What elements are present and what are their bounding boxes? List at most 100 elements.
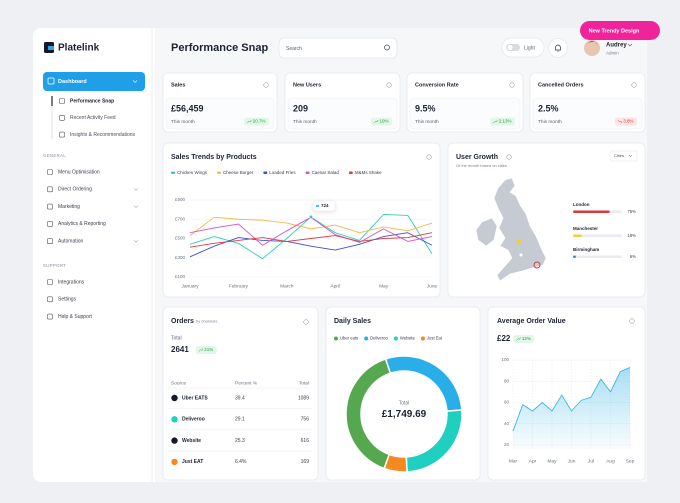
table-header: Percent % [235,380,258,386]
bar [573,234,582,237]
table-cell: Website [182,438,201,444]
source-icon [171,437,178,444]
theme-toggle[interactable] [501,37,545,58]
section-title: GENERAL [43,153,66,158]
legend-swatch [217,171,222,174]
x-tick-label: April [330,283,340,289]
dropdown-label: Cities [614,153,624,158]
user-growth-card [447,142,646,298]
avatar[interactable] [584,40,600,56]
info-icon [506,154,512,160]
menu-icon [47,238,53,244]
legend-swatch [171,171,175,174]
menu-item[interactable]: Automation [58,239,84,245]
logo: Platelink [58,43,100,54]
series-line [189,232,433,248]
chart-title: User Growth [456,154,498,161]
menu-icon [47,296,53,303]
change-arrow [373,119,379,124]
subnav-icon [59,98,65,104]
legend-label: Deliveroo [370,336,388,341]
nav-item[interactable]: Dashboard [58,79,87,85]
search-placeholder[interactable]: Search [286,46,302,52]
source-icon [171,394,178,402]
donut-segment [383,453,408,473]
info-icon [629,318,635,324]
menu-icon [47,221,53,227]
dropdown[interactable] [609,150,638,162]
change-badge-text: 3.8% [623,119,633,124]
legend-dot [364,336,369,341]
city-label: Manchester [573,226,598,231]
subnav-item[interactable]: Insights & Recommendations [70,132,136,138]
nav-active[interactable] [43,72,145,91]
x-tick-label: Sep [626,458,635,464]
table-cell: 169 [301,459,310,465]
search-icon [384,44,390,51]
legend-label: Caesar Salad [312,170,340,175]
menu-item[interactable]: Analytics & Reporting [58,221,106,227]
y-tick-label: £100 [175,274,186,279]
donut-center-label: Total [399,400,410,406]
change-arrow [493,119,498,124]
orders-total: 2641 [171,345,189,354]
promo-badge[interactable] [580,21,660,40]
menu-item[interactable]: Marketing [58,204,80,210]
search-box[interactable] [278,37,398,59]
menu-item[interactable]: Help & Support [58,314,93,320]
legend-dot [334,336,338,341]
change-arrow [247,119,252,124]
x-tick-label: Aug [606,458,615,464]
area-fill [513,367,630,449]
kpi-value: £56,459 [171,103,204,113]
subnav-item[interactable]: Performance Snap [70,98,114,104]
bar [573,210,610,213]
subnav-item[interactable]: Recent Activity Feed [70,115,116,121]
page-title: Performance Snap [171,42,268,54]
menu-item[interactable]: Menu Optimisation [58,169,100,175]
notification-button[interactable] [548,38,568,58]
x-tick-label: May [547,458,557,464]
value-label: 6% [630,254,636,259]
legend-swatch [348,171,353,174]
source-icon [171,416,178,423]
map-city-manchester [516,239,522,245]
toggle-knob [506,44,514,51]
series-line [189,232,433,258]
info-icon [303,319,309,325]
logo-icon-accent [48,46,54,50]
promo-badge-text[interactable]: New Trendy Design [589,28,640,34]
info-icon [631,82,637,88]
y-tick-label: 20 [504,442,510,447]
x-tick-label: Jun [568,458,576,464]
nav-caret [132,80,138,83]
menu-item[interactable]: Settings [58,297,77,303]
y-tick-label: £300 [175,255,186,260]
info-icon [426,154,432,160]
table-header: Source [171,380,187,386]
dropdown-caret [628,154,633,157]
info-icon [263,82,269,88]
bar-track [573,234,622,237]
change-badge-text: 20.7% [253,119,266,124]
subnav-icon [59,131,65,138]
menu-item[interactable]: Direct Ordering [58,187,92,193]
map-ireland [475,217,498,247]
value-label: 75% [627,209,636,214]
legend-label: Website [400,336,416,341]
change-arrow [617,119,623,124]
menu-item[interactable]: Integrations [58,279,85,285]
legend-label: Chicken Wings [177,170,208,175]
city-label: London [573,202,590,207]
table-cell: Uber EATS [182,395,208,401]
change-badge [490,117,515,126]
kpi-period: This month [293,119,317,125]
kpi-period: This month [538,119,562,125]
y-tick-label: £900 [175,197,186,202]
chart-subtitle: Of the month based on cities [456,163,507,168]
orders-card [162,306,319,481]
sales-trends-card [162,142,441,298]
map-great-britain [493,177,547,282]
chart-title: Sales Trends by Products [171,154,257,161]
